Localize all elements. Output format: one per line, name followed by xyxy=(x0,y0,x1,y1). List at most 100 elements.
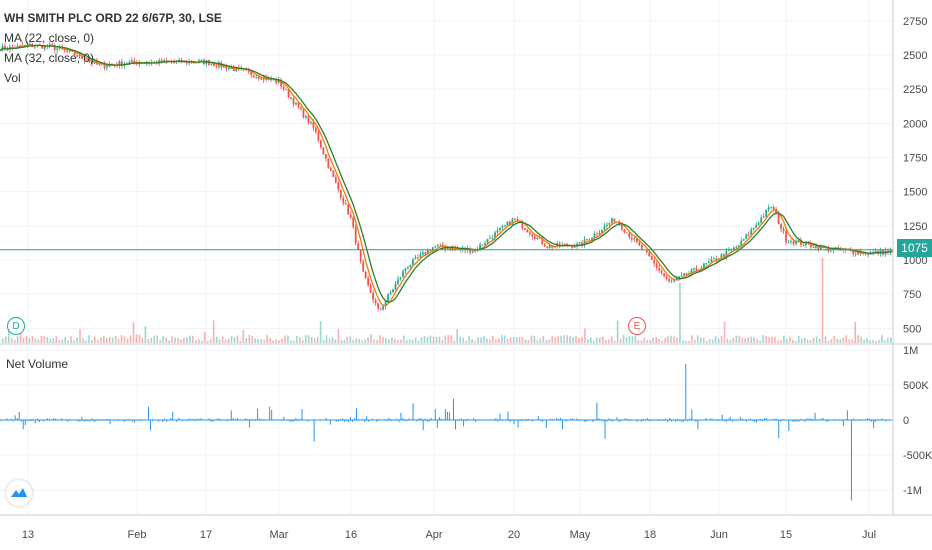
candle-body xyxy=(51,44,54,46)
volume-bar xyxy=(147,339,150,343)
candle-body xyxy=(727,250,730,251)
volume-bars xyxy=(2,258,892,343)
candle-body xyxy=(402,271,404,278)
candle-body xyxy=(81,54,83,59)
candle-body xyxy=(703,263,705,268)
volume-bar xyxy=(346,336,349,343)
volume-bar xyxy=(337,329,340,343)
candle-body xyxy=(305,115,307,118)
candle-body xyxy=(678,276,680,279)
price-tick-label: 2750 xyxy=(903,16,927,28)
candle-body xyxy=(506,221,509,226)
volume-bar xyxy=(462,337,464,343)
candle-body xyxy=(372,292,375,300)
volume-bar xyxy=(863,339,865,343)
volume-bar xyxy=(239,340,242,343)
candle-body xyxy=(625,232,628,234)
candle-body xyxy=(526,229,529,233)
volume-bar xyxy=(584,328,586,343)
volume-bar xyxy=(391,337,393,343)
ma-32-legend[interactable]: MA (32, close, 0) xyxy=(4,51,95,65)
volume-bar xyxy=(13,339,16,343)
candle-body xyxy=(747,234,750,236)
netvolume-axis-labels: 1M 500K 0 -500K -1M xyxy=(903,345,932,497)
net-volume-legend[interactable]: Net Volume xyxy=(6,357,69,371)
volume-bar xyxy=(872,339,874,343)
candle-body xyxy=(713,258,715,260)
volume-bar xyxy=(10,338,13,343)
time-axis-labels: 13 Feb 17 Mar 16 Apr 20 May 18 Jun 15 Jul xyxy=(22,529,876,541)
price-axis-labels: 500 750 1000 1250 1500 1750 2000 2250 2500 2750 xyxy=(903,16,927,336)
volume-bar xyxy=(281,338,283,343)
candle-body xyxy=(43,45,46,49)
candle-body xyxy=(429,250,432,252)
candle-body xyxy=(160,60,163,63)
candle-body xyxy=(334,176,337,183)
earnings-event-marker[interactable]: E xyxy=(628,317,646,335)
last-price-badge: 1075 xyxy=(897,239,932,257)
candle-body xyxy=(471,251,474,253)
volume-bar xyxy=(480,337,482,343)
volume-bar xyxy=(702,337,705,343)
candle-body xyxy=(765,209,768,217)
candle-body xyxy=(586,239,588,241)
candle-body xyxy=(436,245,439,247)
volume-bar xyxy=(171,336,173,343)
volume-bar xyxy=(299,337,301,343)
candle-body xyxy=(593,233,596,238)
volume-bar xyxy=(878,340,880,343)
volume-bar xyxy=(230,336,233,343)
volume-bar xyxy=(138,334,141,343)
volume-bar xyxy=(73,340,75,343)
candle-body xyxy=(449,248,452,250)
candle-body xyxy=(690,269,693,274)
candle-body xyxy=(394,283,397,290)
volume-bar xyxy=(114,335,117,343)
volume-bar xyxy=(55,336,58,343)
symbol-title[interactable]: WH SMITH PLC ORD 22 6/67P, 30, LSE xyxy=(4,11,222,25)
volume-bar xyxy=(97,339,99,343)
candle-body xyxy=(133,60,136,63)
price-tick-label: 1250 xyxy=(903,221,927,233)
volume-bar xyxy=(495,339,497,343)
candle-body xyxy=(91,61,93,64)
candle-body xyxy=(648,252,651,257)
price-tick-label: 2000 xyxy=(903,118,927,130)
volume-bar xyxy=(797,335,800,343)
volume-bar xyxy=(711,339,714,343)
volume-bar xyxy=(539,338,542,343)
candle-body xyxy=(663,273,666,277)
volume-bar xyxy=(738,335,741,343)
candle-body xyxy=(785,231,787,243)
candle-body xyxy=(210,63,213,65)
candle-body xyxy=(571,245,574,248)
candle-body xyxy=(324,154,327,159)
candle-body xyxy=(670,281,673,283)
candle-body xyxy=(538,237,541,239)
vol-legend[interactable]: Vol xyxy=(4,71,21,85)
candle-body xyxy=(829,250,832,252)
candle-body xyxy=(260,78,263,80)
dividend-event-marker[interactable]: D xyxy=(7,317,25,335)
candle-body xyxy=(767,207,770,210)
time-tick-label: May xyxy=(570,529,591,541)
candle-body xyxy=(297,102,300,108)
candle-body xyxy=(337,182,340,190)
ma-22-legend[interactable]: MA (22, close, 0) xyxy=(4,31,95,45)
price-tick-label: 2250 xyxy=(903,84,927,96)
volume-bar xyxy=(551,336,554,343)
volume-bar xyxy=(735,335,738,343)
candle-body xyxy=(583,239,586,246)
candle-body xyxy=(693,268,695,270)
candle-body xyxy=(215,65,218,67)
candle-body xyxy=(173,62,176,63)
volume-bar xyxy=(783,335,785,343)
volume-bar xyxy=(563,335,565,343)
candle-body xyxy=(416,257,419,259)
tradingview-logo[interactable] xyxy=(6,480,32,506)
volume-bar xyxy=(263,339,265,343)
candle-body xyxy=(379,308,382,310)
volume-bar xyxy=(696,335,699,343)
volume-bar xyxy=(533,335,536,343)
